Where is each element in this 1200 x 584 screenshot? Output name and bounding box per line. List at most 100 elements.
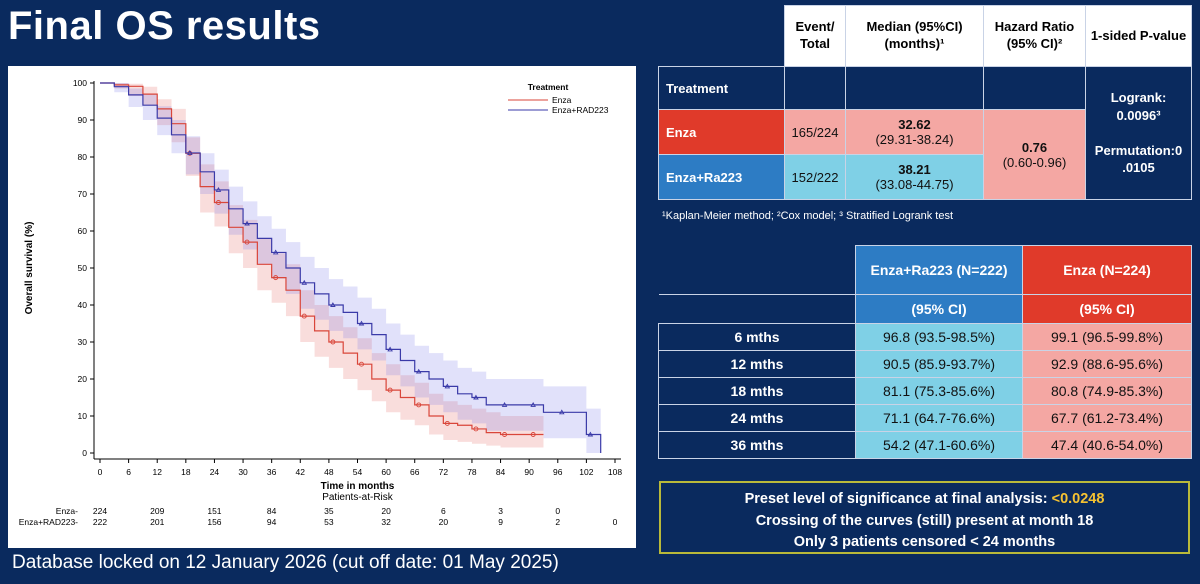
censor-marker-enza xyxy=(416,402,422,408)
km-curve-combo xyxy=(100,82,602,453)
x-tick-label: 90 xyxy=(524,467,534,477)
x-tick-label: 12 xyxy=(152,467,162,477)
y-tick-label: 30 xyxy=(78,337,88,347)
survival-combo-value: 96.8 (93.5-98.5%) xyxy=(855,323,1023,351)
note-line-1: Preset level of significance at final an… xyxy=(661,489,1188,511)
col-header-enza: Enza (N=224) xyxy=(1022,245,1192,295)
x-tick-label: 30 xyxy=(238,467,248,477)
hazard-ratio-cell: 0.76 (0.60-0.96) xyxy=(983,109,1086,200)
x-tick-label: 108 xyxy=(608,467,622,477)
risk-value: 53 xyxy=(324,517,334,527)
risk-value: 201 xyxy=(150,517,164,527)
survival-enza-value: 67.7 (61.2-73.4%) xyxy=(1022,404,1192,432)
x-tick-label: 48 xyxy=(324,467,334,477)
x-tick-label: 84 xyxy=(496,467,506,477)
risk-table-title: Patients-at-Risk xyxy=(322,492,394,503)
header-hazard-ratio: Hazard Ratio (95% CI)² xyxy=(983,5,1086,67)
survival-combo-value: 54.2 (47.1-60.6%) xyxy=(855,431,1023,459)
treatment-label: Treatment xyxy=(658,66,785,110)
risk-value: 3 xyxy=(498,506,503,516)
median-value-enza: 32.62 xyxy=(898,117,931,132)
x-tick-label: 60 xyxy=(381,467,391,477)
survival-enza-value: 80.8 (74.9-85.3%) xyxy=(1022,377,1192,405)
survival-row: 18 mths 81.1 (75.3-85.6%) 80.8 (74.9-85.… xyxy=(658,377,1192,405)
header-blank xyxy=(658,5,785,67)
censor-marker-combo xyxy=(587,431,594,437)
risk-value: 222 xyxy=(93,517,107,527)
ci-band-enza xyxy=(100,83,544,448)
ci-label-enza: (95% CI) xyxy=(1022,294,1192,324)
censor-marker-combo xyxy=(387,346,393,352)
censor-marker-combo xyxy=(358,320,365,326)
censor-marker-enza xyxy=(359,361,364,367)
x-tick-label: 66 xyxy=(410,467,420,477)
row-name-enza: Enza xyxy=(658,109,785,155)
risk-value: 94 xyxy=(267,517,277,527)
survival-row: 12 mths 90.5 (85.9-93.7%) 92.9 (88.6-95.… xyxy=(658,350,1192,378)
x-tick-label: 72 xyxy=(439,467,449,477)
censor-marker-enza xyxy=(330,339,336,345)
x-tick-label: 102 xyxy=(579,467,593,477)
censor-marker-enza xyxy=(444,420,450,426)
permutation-value: Permutation:0 .0105 xyxy=(1094,142,1183,176)
y-tick-label: 20 xyxy=(78,374,88,384)
hazard-ratio-value: 0.76 xyxy=(1021,139,1048,155)
x-axis-label: Time in months xyxy=(321,481,395,492)
x-tick-label: 54 xyxy=(353,467,363,477)
survival-row: 6 mths 96.8 (93.5-98.5%) 99.1 (96.5-99.8… xyxy=(658,323,1192,351)
significance-threshold: <0.0248 xyxy=(1051,491,1105,507)
censor-marker-combo xyxy=(415,368,422,374)
survival-combo-value: 90.5 (85.9-93.7%) xyxy=(855,350,1023,378)
censor-marker-enza xyxy=(387,387,393,393)
y-tick-label: 90 xyxy=(78,115,88,125)
risk-row-label: Enza- xyxy=(56,506,78,516)
median-value-combo: 38.21 xyxy=(898,162,931,177)
survival-rate-table: Enza+Ra223 (N=222) Enza (N=224) (95% CI)… xyxy=(658,245,1192,459)
results-header-row: Event/ Total Median (95%CI) (months)¹ Ha… xyxy=(658,5,1192,67)
logrank-value: Logrank: 0.0096³ xyxy=(1110,90,1167,123)
km-chart: 0 6 12 18 24 30 36 42 48 54 60 66 72 78 84 90 96 102 10801… xyxy=(19,78,623,527)
events-enza: 165/224 xyxy=(784,109,846,155)
risk-value: 224 xyxy=(93,506,107,516)
km-chart-panel: 0 6 12 18 24 30 36 42 48 54 60 66 72 78 84 90 96 102 108 0 1… xyxy=(8,66,636,548)
censor-marker-combo xyxy=(473,394,479,400)
treatment-blank-1 xyxy=(784,66,846,110)
censor-marker-combo xyxy=(272,249,279,255)
survival-row-label: 18 mths xyxy=(658,377,856,405)
survival-header-blank xyxy=(658,245,856,295)
risk-value: 151 xyxy=(207,506,221,516)
y-axis-label: Overall survival (%) xyxy=(24,222,35,315)
y-tick-label: 60 xyxy=(78,226,88,236)
median-combo: 38.21 (33.08-44.75) xyxy=(845,154,984,200)
survival-row: 24 mths 71.1 (64.7-76.6%) 67.7 (61.2-73.… xyxy=(658,404,1192,432)
censor-marker-enza xyxy=(215,200,221,205)
os-results-table: Event/ Total Median (95%CI) (months)¹ Ha… xyxy=(658,5,1192,200)
x-tick-label: 18 xyxy=(181,467,191,477)
censor-marker-enza xyxy=(244,239,250,245)
median-ci-combo: (33.08-44.75) xyxy=(875,177,954,192)
censor-marker-combo xyxy=(301,279,308,285)
slide-title: Final OS results xyxy=(8,4,321,48)
pvalue-cell: Logrank: 0.0096³ Permutation:0 .0105 xyxy=(1085,66,1192,200)
database-lock-note: Database locked on 12 January 2026 (cut … xyxy=(12,552,559,573)
censor-marker-enza xyxy=(273,275,279,281)
survival-header-row: Enza+Ra223 (N=222) Enza (N=224) xyxy=(658,245,1192,295)
risk-value: 2 xyxy=(555,517,560,527)
y-tick-label: 80 xyxy=(78,152,88,162)
censor-marker-enza xyxy=(502,432,508,437)
risk-value: 0 xyxy=(613,517,618,527)
survival-row-label: 12 mths xyxy=(658,350,856,378)
note-line-2: Crossing of the curves (still) present a… xyxy=(755,512,1094,529)
survival-enza-value: 99.1 (96.5-99.8%) xyxy=(1022,323,1192,351)
treatment-row: Treatment Logrank: 0.0096³ Permutation:0… xyxy=(658,66,1192,200)
events-combo: 152/222 xyxy=(784,154,846,200)
x-tick-label: 24 xyxy=(210,467,220,477)
censor-marker-combo xyxy=(530,401,536,407)
ci-label-combo: (95% CI) xyxy=(855,294,1023,324)
ci-band-combo xyxy=(100,83,601,453)
y-tick-label: 10 xyxy=(78,411,88,421)
survival-ci-blank xyxy=(658,294,856,324)
y-tick-label: 70 xyxy=(78,189,88,199)
note-line-3: Only 3 patients censored < 24 months xyxy=(793,534,1056,550)
treatment-blank-2 xyxy=(845,66,984,110)
